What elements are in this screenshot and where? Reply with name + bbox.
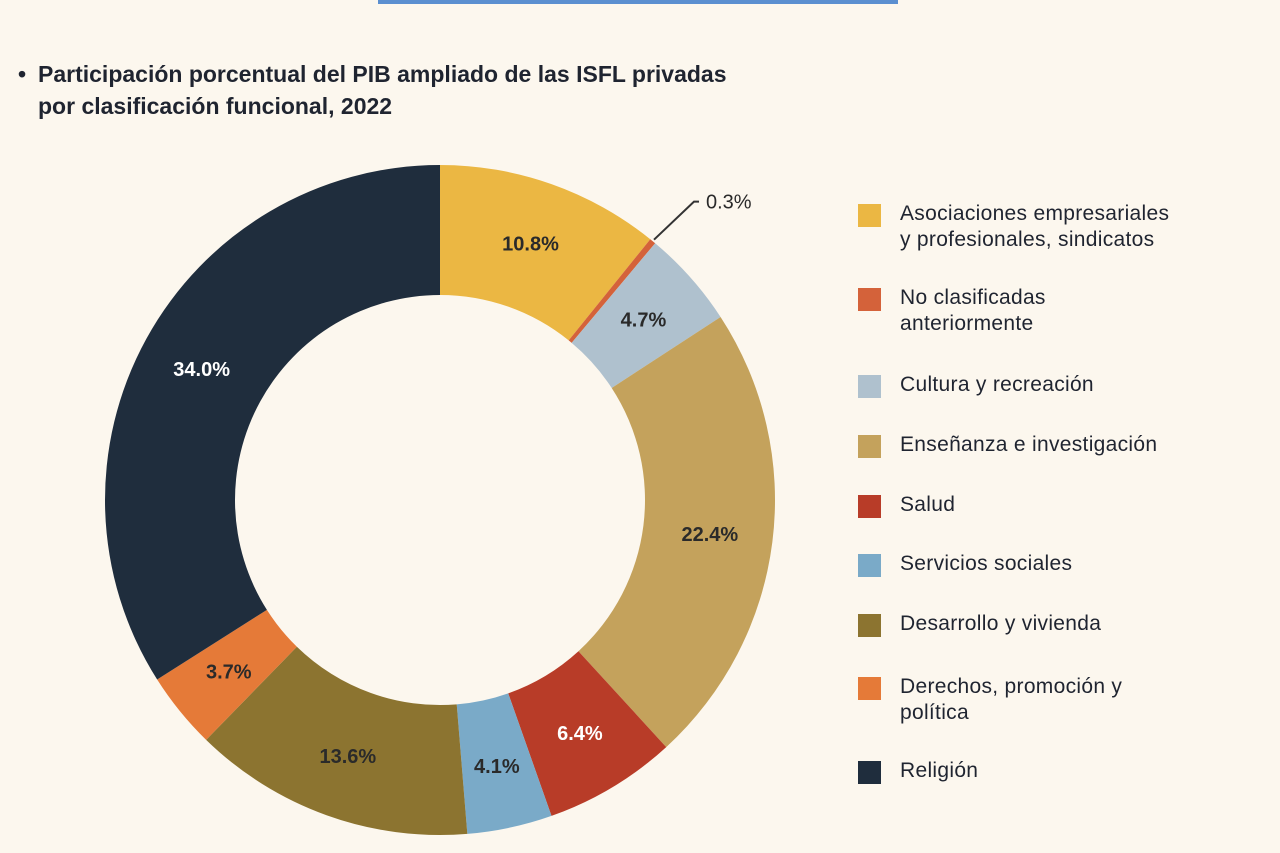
slice-7 [157, 609, 297, 740]
legend-swatch [858, 204, 881, 227]
link-underline[interactable] [378, 0, 898, 4]
slice-1 [568, 239, 656, 343]
data-label: 6.4% [557, 723, 603, 745]
legend-swatch [858, 677, 881, 700]
legend-item: Asociaciones empresariales y profesionale… [858, 201, 1278, 253]
data-label: 22.4% [681, 524, 738, 546]
bullet-icon: • [18, 61, 27, 87]
legend-item: Derechos, promoción y política [858, 674, 1278, 726]
legend-swatch [858, 761, 881, 784]
legend-label: No clasificadas anteriormente [900, 286, 1046, 335]
legend-swatch [858, 375, 881, 398]
data-label: 10.8% [502, 234, 559, 256]
data-label: 4.1% [474, 756, 520, 778]
legend-label: Religión [900, 759, 979, 782]
legend-label: Enseñanza e investigación [900, 433, 1158, 456]
data-label: 13.6% [320, 746, 377, 768]
legend-swatch [858, 288, 881, 311]
legend-label: Servicios sociales [900, 552, 1073, 575]
slice-2 [571, 243, 721, 388]
legend-label: Derechos, promoción y política [900, 675, 1123, 724]
data-label: 3.7% [206, 661, 252, 683]
slice-0 [440, 165, 651, 341]
legend-item: Salud [858, 492, 1278, 518]
leader-line [653, 200, 699, 241]
legend-swatch [858, 554, 881, 577]
slice-8 [105, 164, 440, 680]
data-label: 0.3% [706, 192, 752, 214]
slice-5 [456, 693, 552, 834]
legend-swatch [858, 614, 881, 637]
legend-swatch [858, 435, 881, 458]
legend-swatch [858, 495, 881, 518]
chart-title: • Participación porcentual del PIB amplia… [18, 58, 727, 122]
legend-item: No clasificadas anteriormente [858, 285, 1278, 337]
legend-item: Religión [858, 758, 1278, 784]
legend-label: Cultura y recreación [900, 373, 1094, 396]
legend-label: Salud [900, 493, 956, 516]
data-label: 34.0% [173, 359, 230, 381]
legend-item: Servicios sociales [858, 551, 1278, 577]
slice-3 [578, 316, 776, 748]
legend-label: Desarrollo y vivienda [900, 612, 1102, 635]
legend-label: Asociaciones empresariales y profesionale… [900, 202, 1170, 251]
slice-6 [206, 646, 468, 835]
legend-item: Enseñanza e investigación [858, 432, 1278, 458]
slice-4 [508, 651, 667, 816]
legend-item: Cultura y recreación [858, 372, 1278, 398]
data-label: 4.7% [621, 309, 667, 331]
legend-item: Desarrollo y vivienda [858, 611, 1278, 637]
